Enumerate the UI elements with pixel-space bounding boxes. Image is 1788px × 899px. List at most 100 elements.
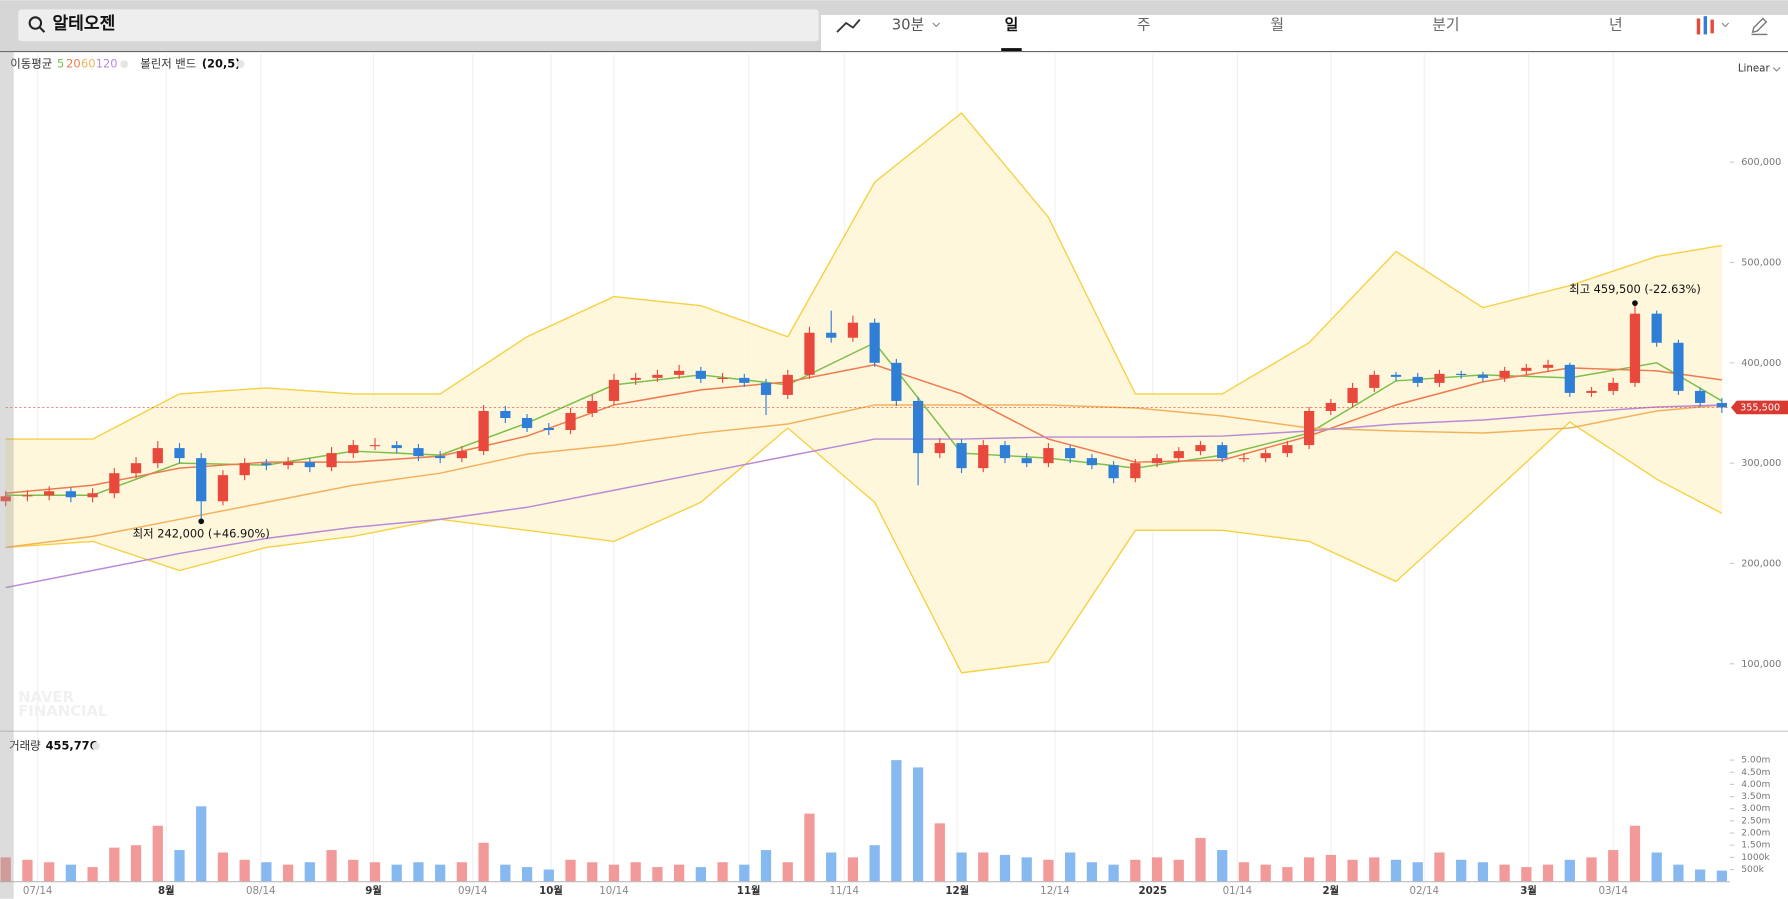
- candle-body: [1065, 448, 1076, 459]
- chart-type-icon[interactable]: [1703, 16, 1708, 35]
- period-tab[interactable]: 년: [1609, 16, 1623, 33]
- candle-body: [217, 475, 229, 502]
- legend: 이동평균 5 20 60 120 볼린저 밴드 (20,5) 거래량 455,776: [9, 57, 245, 752]
- scale-chevron[interactable]: [1772, 67, 1781, 72]
- candle-body: [869, 322, 880, 363]
- volume-bar: [261, 862, 272, 882]
- x-tick-label: 09/14: [458, 885, 488, 897]
- volume-y-tick-label: 2.50m: [1741, 816, 1770, 826]
- extreme-point: [198, 518, 205, 525]
- active-tab-underline: [1001, 48, 1022, 52]
- chart-type-icon[interactable]: [1710, 19, 1714, 34]
- x-tick-label: 03/14: [1598, 885, 1628, 897]
- volume-bar: [1369, 857, 1380, 882]
- interval-chevron[interactable]: [932, 22, 941, 28]
- candle-body: [912, 400, 924, 454]
- scale-mode[interactable]: Linear: [1738, 63, 1771, 75]
- volume-bar: [565, 859, 576, 882]
- volume-bar: [1673, 864, 1684, 882]
- legend-entry[interactable]: 120: [96, 57, 118, 71]
- volume-bar: [326, 850, 337, 882]
- y-tick-label: 400,000: [1741, 358, 1781, 369]
- volume-bar: [1499, 864, 1510, 882]
- volume-bar: [1434, 852, 1445, 882]
- legend-entry[interactable]: 20: [66, 57, 80, 71]
- volume-bar: [1456, 859, 1467, 882]
- left-strip: [0, 51, 14, 899]
- last-price-tag: [1730, 400, 1788, 415]
- candle-body: [196, 458, 207, 502]
- candle-body: [847, 322, 859, 338]
- volume-bar: [1695, 869, 1706, 882]
- candle-body: [282, 462, 294, 466]
- candle-body: [739, 377, 750, 383]
- candle-body: [500, 410, 511, 418]
- interval-select[interactable]: 30분: [892, 16, 924, 33]
- search-text[interactable]: 알테오젠: [52, 14, 115, 34]
- period-tab[interactable]: 월: [1270, 16, 1284, 33]
- volume-bar: [217, 852, 229, 882]
- legend-entry[interactable]: 5: [57, 57, 64, 71]
- candle-body: [804, 332, 815, 375]
- volume-bar: [1043, 859, 1054, 882]
- volume-bar: [1086, 862, 1098, 882]
- candle-body: [1542, 364, 1554, 368]
- period-tab[interactable]: 주: [1137, 16, 1151, 33]
- candle-body: [326, 453, 337, 468]
- search-box[interactable]: [18, 9, 819, 42]
- candle-body: [456, 451, 468, 459]
- indicator-icon[interactable]: [836, 19, 861, 33]
- x-tick-label: 12월: [945, 884, 969, 897]
- candle-body: [1086, 458, 1098, 466]
- candle-body: [130, 463, 142, 474]
- candle-body: [87, 493, 98, 498]
- volume-bar: [44, 862, 55, 882]
- period-tab[interactable]: 분기: [1432, 16, 1459, 33]
- volume-bar: [912, 767, 924, 882]
- volume-legend-label: 거래량: [9, 738, 41, 752]
- x-tick-label: 9월: [365, 884, 382, 897]
- volume-bar: [695, 867, 706, 882]
- volume-bar: [413, 862, 424, 882]
- x-tick-label: 11월: [737, 884, 761, 897]
- last-price-label: 355,500: [1740, 402, 1780, 413]
- volume-bar: [717, 862, 728, 882]
- chart-type-chevron[interactable]: [1721, 22, 1730, 28]
- legend-close[interactable]: [120, 60, 129, 69]
- chart-type-icon[interactable]: [1696, 18, 1701, 35]
- x-tick-label: 11/14: [829, 885, 859, 897]
- candle-body: [22, 495, 33, 497]
- legend-entry[interactable]: 60: [81, 57, 96, 71]
- candle-body: [1412, 376, 1423, 383]
- volume-legend-value: 455,776: [46, 738, 98, 752]
- x-tick-label: 2월: [1323, 884, 1340, 897]
- volume-bar: [1260, 864, 1271, 882]
- volume-bar: [369, 862, 381, 882]
- search-icon: [39, 26, 46, 33]
- candle-body: [1043, 448, 1054, 464]
- x-tick-label: 12/14: [1040, 885, 1070, 897]
- period-tab[interactable]: 일: [1005, 16, 1019, 33]
- legend-close[interactable]: [236, 60, 245, 69]
- candle-body: [391, 445, 402, 449]
- volume-bar: [630, 862, 641, 882]
- volume-bar: [1347, 859, 1358, 882]
- volume-bar: [500, 864, 511, 882]
- volume-bar: [391, 864, 402, 882]
- x-tick-label: 10월: [539, 884, 563, 897]
- moving-average: [5, 404, 1722, 589]
- search-icon: [28, 16, 43, 30]
- draw-icon[interactable]: [1751, 17, 1768, 36]
- candle-body: [348, 445, 359, 454]
- extreme-point: [1632, 300, 1638, 306]
- volume-bar: [1412, 862, 1423, 882]
- candle-body: [304, 462, 315, 468]
- legend-close[interactable]: [91, 741, 100, 750]
- volume-bar: [1238, 862, 1250, 882]
- bollinger-fill: [5, 113, 1722, 673]
- y-tick-label: 500,000: [1741, 257, 1781, 268]
- y-tick-label: 200,000: [1741, 558, 1781, 569]
- volume-bar: [1282, 867, 1293, 882]
- candle-body: [1629, 313, 1641, 383]
- volume-bar: [521, 867, 533, 882]
